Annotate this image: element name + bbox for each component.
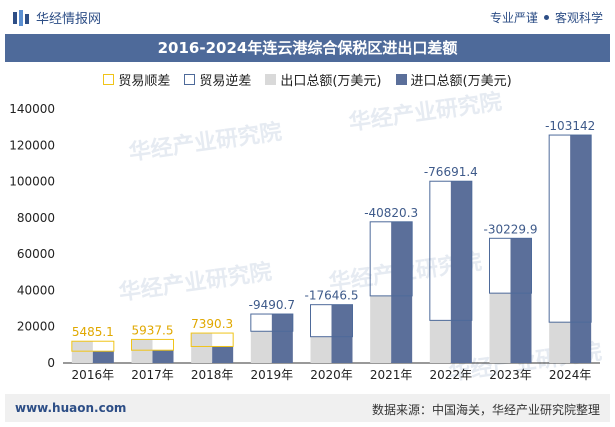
export-bar [549, 322, 571, 363]
import-bar [152, 350, 174, 363]
legend-label-import: 进口总额(万美元) [410, 74, 512, 89]
export-bar [71, 341, 93, 363]
data-label: -17646.5 [305, 289, 359, 303]
export-bar [191, 333, 213, 363]
data-label: -9490.7 [249, 298, 295, 312]
import-bar [271, 314, 293, 363]
data-label: 7390.3 [191, 317, 233, 331]
x-tick-label: 2022年 [430, 368, 473, 382]
slogan: 专业严谨 客观科学 [490, 9, 603, 26]
x-tick-label: 2024年 [549, 368, 592, 382]
data-label: 5485.1 [72, 325, 114, 339]
legend-label-surplus: 贸易顺差 [118, 74, 171, 89]
chart-title: 2016-2024年连云港综合保税区进出口差额 [157, 39, 458, 57]
y-tick-label: 0 [47, 356, 55, 370]
x-tick-label: 2021年 [370, 368, 413, 382]
import-bar [92, 351, 114, 363]
title-bar: 2016-2024年连云港综合保税区进出口差额 [5, 34, 610, 62]
brand-name: 华经情报网 [36, 12, 102, 27]
y-tick-label: 140000 [9, 102, 55, 116]
deficit-box [310, 304, 353, 338]
watermark-text: 华经产业研究院 [127, 119, 283, 166]
deficit-box [548, 134, 592, 323]
surplus-box [131, 338, 174, 351]
data-label: -103142 [545, 119, 595, 133]
legend-item-surplus: 贸易顺差 [103, 70, 170, 89]
x-tick-label: 2023年 [489, 368, 532, 382]
data-label: -40820.3 [364, 206, 418, 220]
y-tick-label: 40000 [17, 283, 55, 297]
y-tick-label: 100000 [9, 175, 55, 189]
y-tick-label: 120000 [9, 138, 55, 152]
data-label: 5937.5 [132, 323, 174, 337]
x-tick-label: 2016年 [72, 368, 115, 382]
y-tick-label: 60000 [17, 247, 55, 261]
import-bar [212, 346, 234, 363]
legend-swatch-export [265, 74, 277, 85]
import-bar [450, 181, 472, 363]
deficit-box [489, 237, 532, 294]
export-bar [370, 295, 392, 363]
import-bar [331, 304, 353, 363]
bullet-icon [543, 15, 549, 20]
import-bar [570, 135, 592, 363]
x-tick-label: 2020年 [310, 368, 353, 382]
deficit-box [250, 313, 294, 332]
watermark-text: 华经产业研究院 [347, 89, 503, 136]
surplus-box [190, 332, 234, 347]
export-bar [429, 320, 451, 363]
export-bar [131, 339, 153, 363]
export-bar [489, 293, 511, 363]
legend-item-export: 出口总额(万美元) [265, 70, 382, 89]
legend-swatch-deficit [184, 74, 196, 85]
export-bar [310, 336, 332, 363]
y-tick-label: 80000 [17, 211, 55, 225]
legend-item-import: 进口总额(万美元) [395, 70, 512, 89]
x-tick-label: 2019年 [251, 368, 294, 382]
export-bar [250, 331, 272, 363]
import-bar [391, 221, 413, 363]
legend-swatch-surplus [103, 74, 115, 85]
legend: 贸易顺差 贸易逆差 出口总额(万美元) 进口总额(万美元) [0, 70, 615, 89]
data-source: 数据来源：中国海关，华经产业研究院整理 [371, 403, 600, 417]
footer: www.huaon.com 数据来源：中国海关，华经产业研究院整理 [5, 394, 610, 422]
surplus-box [71, 340, 115, 352]
legend-label-deficit: 贸易逆差 [199, 74, 252, 89]
slogan-2: 客观科学 [554, 11, 603, 25]
slogan-1: 专业严谨 [489, 11, 538, 25]
top-bar: 华经情报网 专业严谨 客观科学 [0, 0, 615, 34]
legend-item-deficit: 贸易逆差 [184, 70, 251, 89]
x-tick-label: 2017年 [131, 368, 174, 382]
brand: 华经情报网 [12, 8, 101, 27]
x-tick-label: 2018年 [191, 368, 234, 382]
y-tick-label: 20000 [17, 320, 55, 334]
legend-swatch-import [395, 74, 407, 85]
deficit-box [429, 180, 473, 321]
data-label: -76691.4 [424, 165, 478, 179]
deficit-box [369, 221, 413, 297]
site-url[interactable]: www.huaon.com [15, 401, 127, 415]
import-bar [510, 238, 532, 363]
legend-label-export: 出口总额(万美元) [280, 74, 382, 89]
data-label: -30229.9 [484, 222, 538, 236]
logo-icon [13, 9, 29, 26]
